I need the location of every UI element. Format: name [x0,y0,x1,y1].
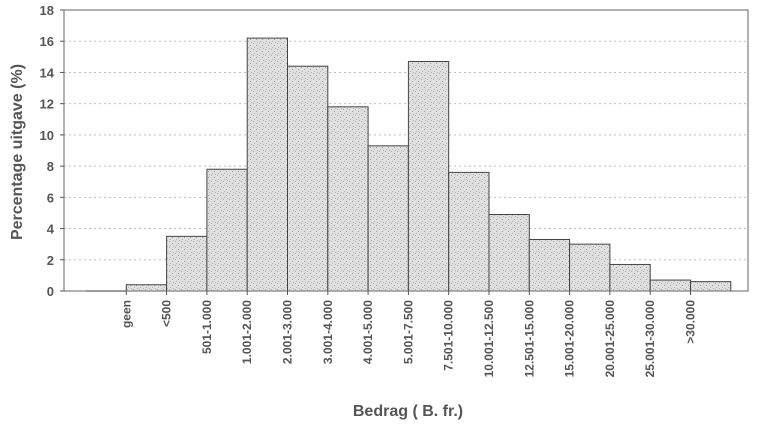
x-tick-label: >30.000 [684,300,698,344]
axes [60,9,749,295]
x-tick-label: 7.501-10.000 [442,300,456,371]
x-tick-label: 1.001-2.000 [240,300,254,364]
bar [206,168,248,292]
bar [367,145,409,292]
bars [86,37,732,292]
bar [166,235,208,292]
y-tick-label: 2 [47,253,54,268]
x-tick-label: 5.001-7.500 [401,300,415,364]
x-tick-label: 501-1.000 [200,300,214,354]
x-tick-label: geen [119,300,133,328]
y-tick-label: 0 [47,284,54,299]
tick-labels: 0 2 4 6 8 10 12 14 16 18 geen <500 501-1.000 1.001-2.… [40,3,698,377]
y-tick-label: 10 [40,128,54,143]
bar [649,279,692,292]
bar [448,171,490,292]
bar [609,263,651,292]
bar [690,281,732,292]
x-tick-label: 20.001-25.000 [603,300,617,378]
x-axis-title: Bedrag ( B. fr.) [353,403,463,420]
x-tick-label: 25.001-30.000 [643,300,657,378]
bar [327,106,369,292]
y-tick-label: 16 [40,34,54,49]
bar [569,243,611,292]
bar [488,214,530,292]
x-tick-label: 3.001-4.000 [321,300,335,364]
bar [407,61,450,292]
bar [125,284,168,292]
bar [528,238,571,292]
y-tick-label: 4 [47,222,55,237]
y-tick-label: 14 [40,65,55,80]
x-tick-label: <500 [160,300,174,327]
y-tick-label: 18 [40,3,54,18]
x-tick-label: 15.001-20.000 [563,300,577,378]
y-tick-label: 12 [40,97,54,112]
x-tick-label: 10.001-12.500 [482,300,496,378]
plot-frame [63,9,749,292]
x-tick-label: 2.001-3.000 [281,300,295,364]
y-tick-label: 8 [47,159,54,174]
y-axis-title: Percentage uitgave (%) [9,64,26,240]
bar [287,65,329,292]
x-tick-label: 12.501-15.000 [522,300,536,378]
bar [246,37,288,292]
y-tick-label: 6 [47,190,54,205]
x-tick-label: 4.001-5.000 [361,300,375,364]
